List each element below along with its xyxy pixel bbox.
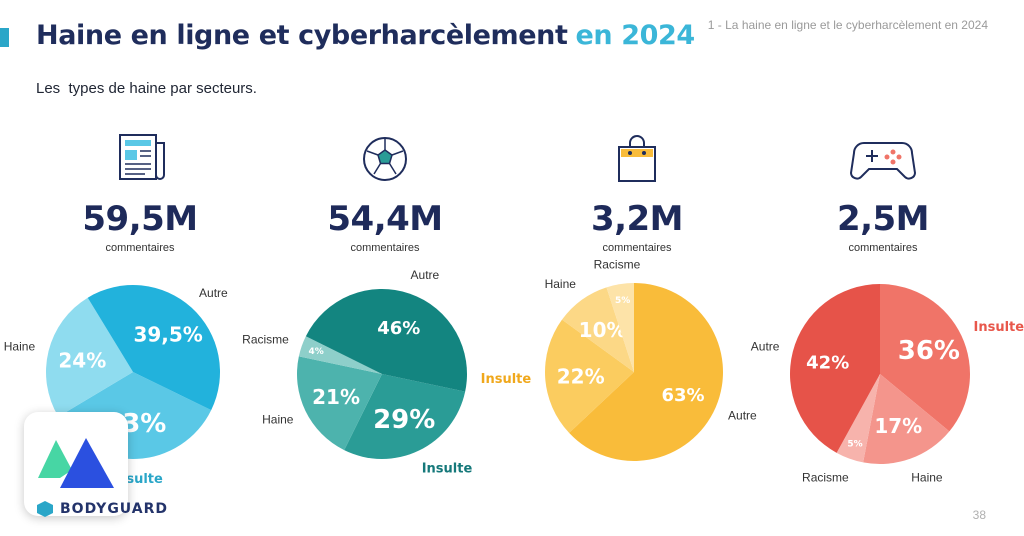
pie-slice-haine xyxy=(45,297,133,417)
page-number: 38 xyxy=(972,508,986,522)
comment-count-unit: commentaires xyxy=(848,242,918,254)
pie-chart-football: 29% Insulte 21% Haine 4% Racisme 46% Autre xyxy=(242,268,473,477)
pie-value-label: 5% xyxy=(615,296,630,306)
pie-value-label: 36% xyxy=(898,336,960,366)
pie-category-label-racisme: Racisme xyxy=(594,257,641,271)
pie-slice-haine xyxy=(561,287,634,372)
pie-category-label-autre: Autre xyxy=(751,340,780,354)
comment-count: 54,4M xyxy=(327,199,443,239)
pie-value-label: 22% xyxy=(557,364,605,388)
brand: BODYGUARD xyxy=(36,500,168,518)
sector-football: 54,4M commentaires 29% Insulte 21% Haine 4% R… xyxy=(242,125,505,515)
brand-mark-icon xyxy=(37,501,53,517)
comment-count: 3,2M xyxy=(590,199,684,239)
pie-slice-insulte xyxy=(880,284,970,432)
pie-slice-autre xyxy=(305,289,467,392)
sector-shopping: 3,2M commentaires 63% Autre 22% Insulte 10% H… xyxy=(481,125,757,515)
pie-category-label-haine: Haine xyxy=(4,339,36,353)
pie-category-label-autre: Autre xyxy=(199,286,228,300)
pie-value-label: 5% xyxy=(847,439,862,449)
pie-category-label-insulte: Insulte xyxy=(974,320,1024,335)
subtitle: Les types de haine par secteurs. xyxy=(36,80,257,97)
pie-slice-insulte xyxy=(344,374,466,459)
pie-chart-gaming: 36% Insulte 17% Haine 5% Racisme 42% Autre xyxy=(751,284,1024,484)
newspaper-icon xyxy=(119,134,165,180)
pie-slice-haine xyxy=(863,374,950,464)
page-title: Haine en ligne et cyberharcèlement en 202… xyxy=(36,20,695,51)
comment-count: 2,5M xyxy=(836,199,930,239)
pie-category-label-racisme: Racisme xyxy=(802,470,849,484)
pie-slice-racisme xyxy=(298,336,382,374)
sector-gaming: 2,5M commentaires 36% Insulte 17% Haine 5% Ra… xyxy=(751,125,1024,515)
pie-category-label-autre: Autre xyxy=(728,408,757,422)
pie-value-label: 63% xyxy=(661,385,704,406)
shopping-bag-icon xyxy=(618,135,656,182)
pie-slice-haine xyxy=(297,356,382,451)
pie-value-label: 46% xyxy=(377,318,420,339)
brand-name: BODYGUARD xyxy=(60,501,168,517)
pie-category-label-haine: Haine xyxy=(911,470,943,484)
pie-category-label-haine: Haine xyxy=(545,277,577,291)
football-icon xyxy=(363,137,407,181)
comment-count-unit: commentaires xyxy=(602,242,672,254)
pie-slice-racisme xyxy=(836,374,880,463)
pie-category-label-autre: Autre xyxy=(411,268,440,282)
title-year: en 2024 xyxy=(575,20,696,51)
pie-slice-autre xyxy=(789,284,880,453)
pie-value-label: 39,5% xyxy=(133,322,202,346)
gamepad-icon xyxy=(850,142,916,180)
title-main: Haine en ligne et cyberharcèlement xyxy=(36,20,568,51)
accent-bar xyxy=(0,28,9,47)
comment-count-unit: commentaires xyxy=(105,242,175,254)
section-label: 1 - La haine en ligne et le cyberharcèle… xyxy=(707,18,988,32)
pie-category-label-racisme: Racisme xyxy=(242,332,289,346)
comment-count-unit: commentaires xyxy=(350,242,420,254)
pie-slice-insulte xyxy=(545,319,634,433)
pie-value-label: 29% xyxy=(373,405,435,435)
comment-count: 59,5M xyxy=(82,199,198,239)
pie-category-label-haine: Haine xyxy=(262,413,294,427)
pie-value-label: 21% xyxy=(312,385,360,409)
pie-category-label-insulte: Insulte xyxy=(422,462,473,477)
bodyguard-logo-card xyxy=(24,412,128,516)
pie-slice-autre xyxy=(87,285,221,411)
pie-value-label: 42% xyxy=(806,353,849,374)
pie-value-label: 24% xyxy=(58,348,106,372)
pie-value-label: 4% xyxy=(309,347,324,357)
pie-slice-racisme xyxy=(606,283,634,372)
pie-category-label-insulte: Insulte xyxy=(481,372,532,387)
pie-value-label: 17% xyxy=(874,414,922,438)
pie-slice-autre xyxy=(569,283,723,461)
bodyguard-logo-icon xyxy=(38,438,114,488)
